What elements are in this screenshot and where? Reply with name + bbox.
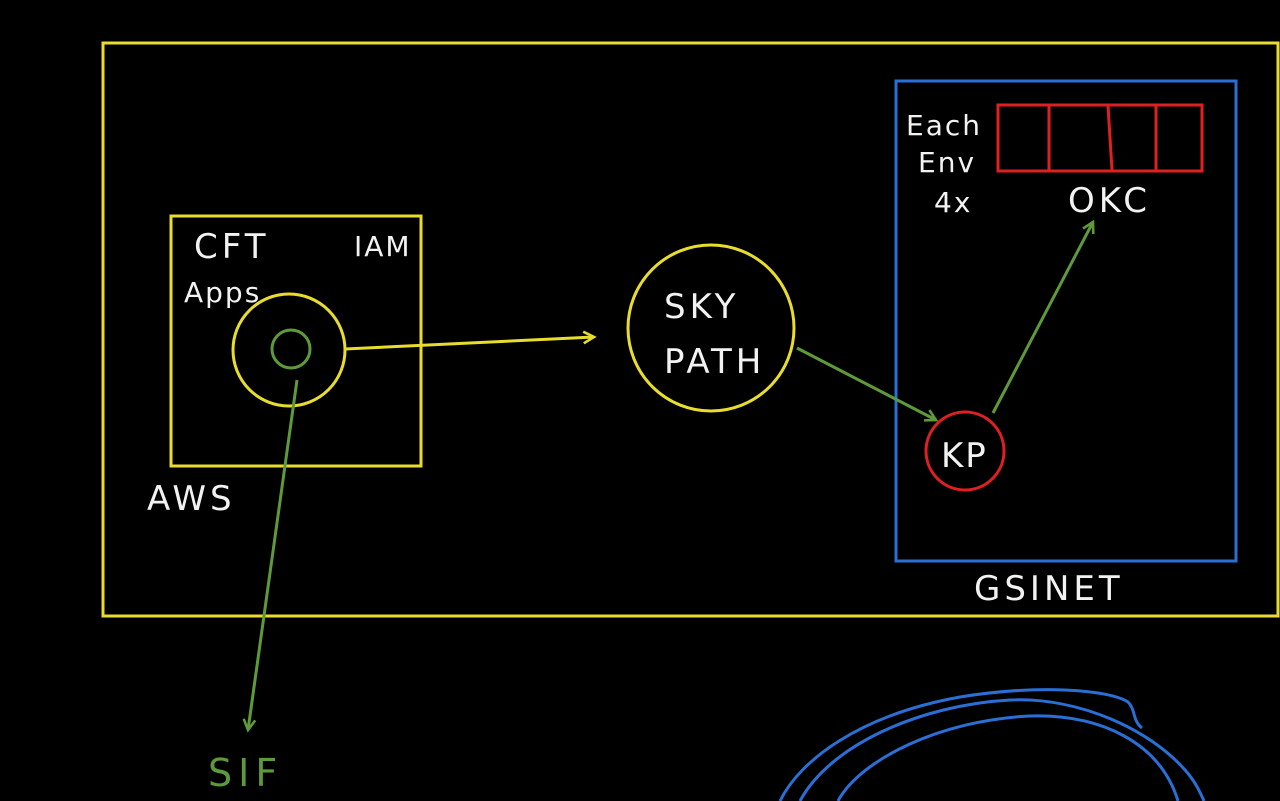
sky-label: SKY bbox=[664, 287, 739, 327]
blue-scribble bbox=[778, 688, 1206, 801]
okc-cell-divider bbox=[1106, 105, 1114, 171]
apps-ring bbox=[231, 292, 347, 408]
apps-to-skypath-arrow bbox=[344, 337, 594, 351]
path-label: PATH bbox=[664, 342, 765, 382]
kp-node bbox=[924, 410, 1006, 492]
skypath-to-kp-arrow bbox=[796, 346, 936, 420]
cft-label: CFT bbox=[194, 227, 269, 267]
okc-cluster-box bbox=[996, 103, 1204, 173]
outer-boundary bbox=[101, 41, 1280, 618]
gsinet-label: GSINET bbox=[974, 569, 1124, 609]
each-label: Each bbox=[906, 109, 982, 142]
okc-label: OKC bbox=[1068, 181, 1151, 221]
gsinet-boundary bbox=[894, 79, 1238, 563]
aws-box bbox=[169, 214, 423, 468]
apps-core-node bbox=[270, 328, 312, 370]
sif-label: SIF bbox=[208, 751, 283, 795]
aws-label: AWS bbox=[147, 479, 236, 519]
sky-path-node bbox=[626, 243, 796, 413]
apps-label: Apps bbox=[184, 276, 261, 309]
env-label: Env bbox=[918, 146, 976, 179]
apps-to-sif-arrow bbox=[248, 379, 299, 730]
iam-label: IAM bbox=[354, 230, 412, 263]
kp-label: KP bbox=[941, 436, 988, 476]
kp-to-okc-arrow bbox=[991, 222, 1093, 414]
count-label: 4x bbox=[934, 186, 972, 219]
